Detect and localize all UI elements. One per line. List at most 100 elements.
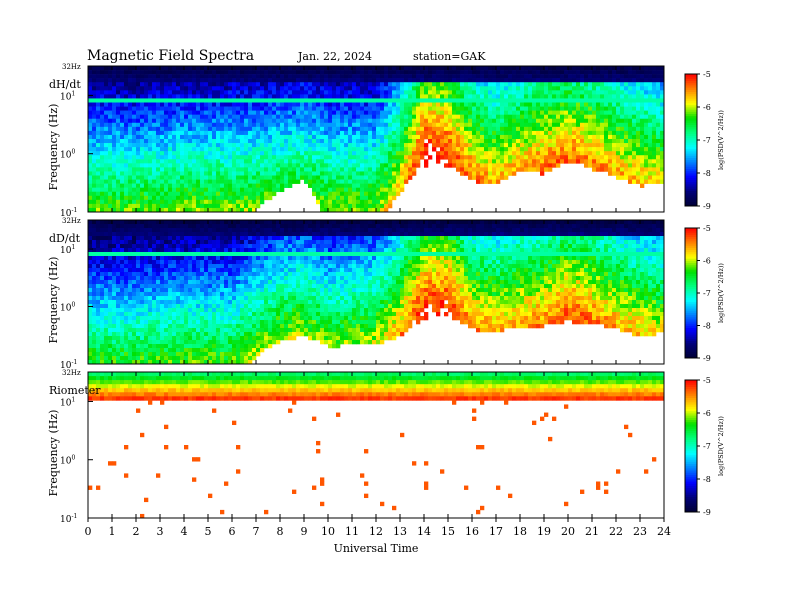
spectrogram-cell [424, 130, 429, 136]
spectrogram-cell [484, 151, 489, 156]
spectrogram-cell [272, 151, 277, 156]
spectrogram-cell [404, 70, 409, 75]
spectrogram-cell [104, 106, 109, 111]
spectrogram-cell [224, 207, 229, 213]
spectrogram-cell [104, 118, 109, 124]
spectrogram-cell [360, 191, 365, 197]
spectrogram-cell [188, 155, 193, 160]
spectrogram-cell [252, 106, 257, 111]
spectrogram-cell [184, 183, 189, 188]
spectrogram-cell [128, 224, 133, 229]
spectrogram-cell [92, 256, 97, 261]
spectrogram-cell [220, 98, 225, 103]
spectrogram-cell [340, 203, 345, 209]
spectrogram-cell [120, 340, 125, 345]
spectrogram-cell [368, 118, 373, 124]
spectrogram-cell [92, 320, 97, 325]
spectrogram-cell [152, 195, 157, 201]
spectrogram-cell [268, 86, 273, 91]
spectrogram-cell [440, 126, 445, 132]
spectrogram-cell [636, 143, 641, 148]
spectrogram-cell [340, 86, 345, 91]
spectrogram-cell [328, 175, 333, 180]
spectrogram-cell [276, 163, 281, 168]
spectrogram-cell [304, 102, 309, 107]
spectrogram-cell [556, 122, 561, 128]
spectrogram-cell [112, 94, 117, 99]
spectrogram-cell [656, 86, 661, 91]
spectrogram-cell [92, 348, 97, 353]
spectrogram-cell [396, 179, 401, 184]
spectrogram-cell [652, 134, 657, 140]
spectrogram-cell [176, 203, 181, 209]
spectrogram-cell [408, 98, 413, 103]
spectrogram-cell [148, 191, 153, 197]
spectrogram-cell [592, 143, 597, 148]
spectrogram-cell [132, 187, 137, 193]
spectrogram-cell [132, 328, 137, 333]
spectrogram-cell [96, 276, 101, 281]
spectrogram-cell [136, 130, 141, 136]
spectrogram-cell [116, 288, 121, 293]
spectrogram-cell [648, 66, 653, 71]
spectrogram-cell [352, 143, 357, 148]
spectrogram-cell [452, 106, 457, 111]
spectrogram-cell [188, 167, 193, 172]
spectrogram-cell [488, 118, 493, 124]
spectrogram-cell [160, 114, 165, 120]
spectrogram-cell [608, 130, 613, 136]
spectrogram-cell [364, 90, 369, 95]
spectrogram-cell [268, 130, 273, 136]
spectrogram-cell [600, 86, 605, 91]
spectrogram-cell [144, 102, 149, 107]
spectrogram-cell [344, 118, 349, 124]
spectrogram-cell [464, 134, 469, 140]
spectrogram-cell [248, 183, 253, 188]
spectrogram-cell [120, 268, 125, 273]
spectrogram-cell [328, 118, 333, 124]
spectrogram-cell [540, 86, 545, 91]
spectrogram-cell [268, 70, 273, 75]
spectrogram-cell [216, 179, 221, 184]
spectrogram-cell [396, 134, 401, 140]
spectrogram-cell [184, 94, 189, 99]
spectrogram-cell [344, 78, 349, 83]
spectrogram-cell [480, 134, 485, 140]
spectrogram-cell [648, 147, 653, 152]
spectrogram-cell [132, 183, 137, 188]
spectrogram-cell [160, 78, 165, 83]
spectrogram-cell [440, 74, 445, 79]
spectrogram-cell [480, 179, 485, 184]
spectrogram-cell [496, 102, 501, 107]
spectrogram-cell [616, 94, 621, 99]
spectrogram-cell [552, 163, 557, 168]
spectrogram-cell [124, 308, 129, 313]
spectrogram-cell [504, 86, 509, 91]
spectrogram-cell [156, 106, 161, 111]
spectrogram-cell [544, 78, 549, 83]
spectrogram-cell [216, 167, 221, 172]
spectrogram-cell [456, 167, 461, 172]
spectrogram-cell [92, 167, 97, 172]
spectrogram-cell [424, 86, 429, 91]
spectrogram-cell [552, 143, 557, 148]
spectrogram-cell [312, 159, 317, 164]
spectrogram-cell [400, 183, 405, 188]
spectrogram-cell [96, 356, 101, 361]
spectrogram-cell [100, 203, 105, 209]
spectrogram-cell [420, 147, 425, 152]
spectrogram-cell [524, 151, 529, 156]
spectrogram-cell [124, 232, 129, 237]
spectrogram-cell [348, 90, 353, 95]
spectrogram-cell [236, 187, 241, 193]
spectrogram-cell [472, 74, 477, 79]
spectrogram-cell [388, 179, 393, 184]
spectrogram-cell [344, 147, 349, 152]
spectrogram-cell [156, 122, 161, 128]
spectrogram-cell [224, 122, 229, 128]
spectrogram-cell [104, 268, 109, 273]
spectrogram-cell [112, 171, 117, 176]
spectrogram-cell [212, 78, 217, 83]
spectrogram-cell [444, 110, 449, 115]
